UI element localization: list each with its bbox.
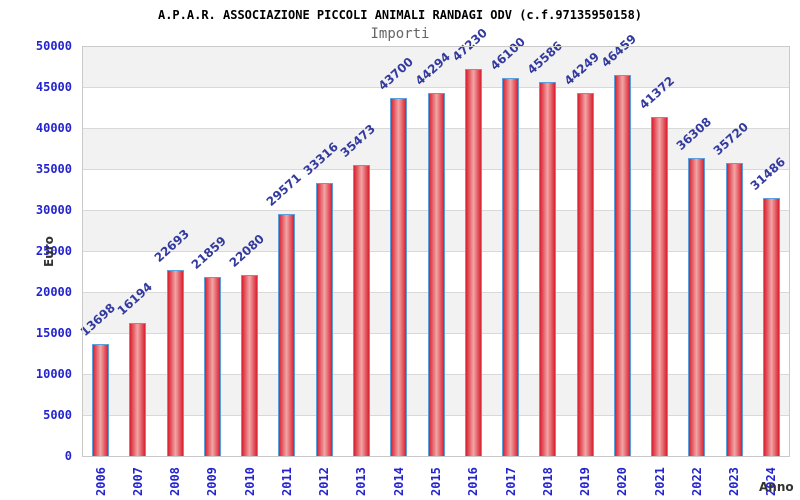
y-tick-label: 5000 — [43, 408, 72, 422]
x-axis-title: Anno — [759, 480, 794, 494]
bar-2019 — [577, 93, 594, 457]
y-tick-label: 30000 — [35, 203, 72, 217]
bar-2023 — [726, 163, 743, 457]
bar-2007 — [129, 323, 146, 457]
x-tick-label: 2016 — [466, 467, 480, 496]
x-tick-label: 2021 — [653, 467, 667, 496]
x-tick-label: 2009 — [205, 467, 219, 496]
bar-2014 — [390, 98, 407, 457]
x-tick-label: 2008 — [168, 467, 182, 496]
bar-2006 — [92, 344, 109, 457]
bar-2022 — [688, 158, 705, 457]
bar-2010 — [241, 275, 258, 457]
grid-band — [82, 46, 790, 87]
x-tick-label: 2018 — [541, 467, 555, 496]
bar-2024 — [763, 198, 780, 457]
y-tick-label: 40000 — [35, 121, 72, 135]
bar-2020 — [614, 75, 631, 457]
chart-subtitle: Importi — [370, 26, 430, 42]
bar-2013 — [353, 165, 370, 457]
x-tick-label: 2006 — [94, 467, 108, 496]
x-tick-label: 2015 — [429, 467, 443, 496]
x-tick-label: 2017 — [504, 467, 518, 496]
y-axis-title: Euro — [42, 236, 56, 267]
x-tick-label: 2022 — [690, 467, 704, 496]
x-tick-label: 2007 — [131, 467, 145, 496]
chart-title: A.P.A.R. ASSOCIAZIONE PICCOLI ANIMALI RA… — [157, 8, 643, 22]
x-tick-label: 2023 — [727, 467, 741, 496]
grid-line — [82, 46, 790, 47]
y-tick-label: 0 — [64, 449, 72, 463]
bar-2016 — [465, 69, 482, 457]
bar-2012 — [316, 183, 333, 457]
y-tick-label: 20000 — [35, 285, 72, 299]
bar-2017 — [502, 78, 519, 457]
x-tick-label: 2011 — [280, 467, 294, 496]
grid-line — [82, 87, 790, 88]
bar-2018 — [539, 82, 556, 457]
bar-2009 — [204, 277, 221, 457]
x-tick-label: 2020 — [615, 467, 629, 496]
y-tick-label: 45000 — [35, 80, 72, 94]
y-tick-label: 25000 — [35, 244, 72, 258]
x-tick-label: 2019 — [578, 467, 592, 496]
y-tick-label: 50000 — [35, 39, 72, 53]
plot-area: 13698 16194 22693 21859 22080 29571 33316 35473… — [78, 26, 790, 457]
bar-value-label: 29571 — [263, 170, 305, 209]
x-tick-label: 2013 — [354, 467, 368, 496]
bar-2011 — [278, 214, 295, 457]
x-tick-label: 2012 — [317, 467, 331, 496]
y-tick-label: 10000 — [35, 367, 72, 381]
x-tick-label: 2010 — [243, 467, 257, 496]
bar-2021 — [651, 117, 668, 457]
y-tick-label: 15000 — [35, 326, 72, 340]
y-tick-label: 35000 — [35, 162, 72, 176]
bar-2008 — [167, 270, 184, 457]
x-tick-label: 2014 — [392, 467, 406, 496]
bar-2015 — [428, 93, 445, 457]
